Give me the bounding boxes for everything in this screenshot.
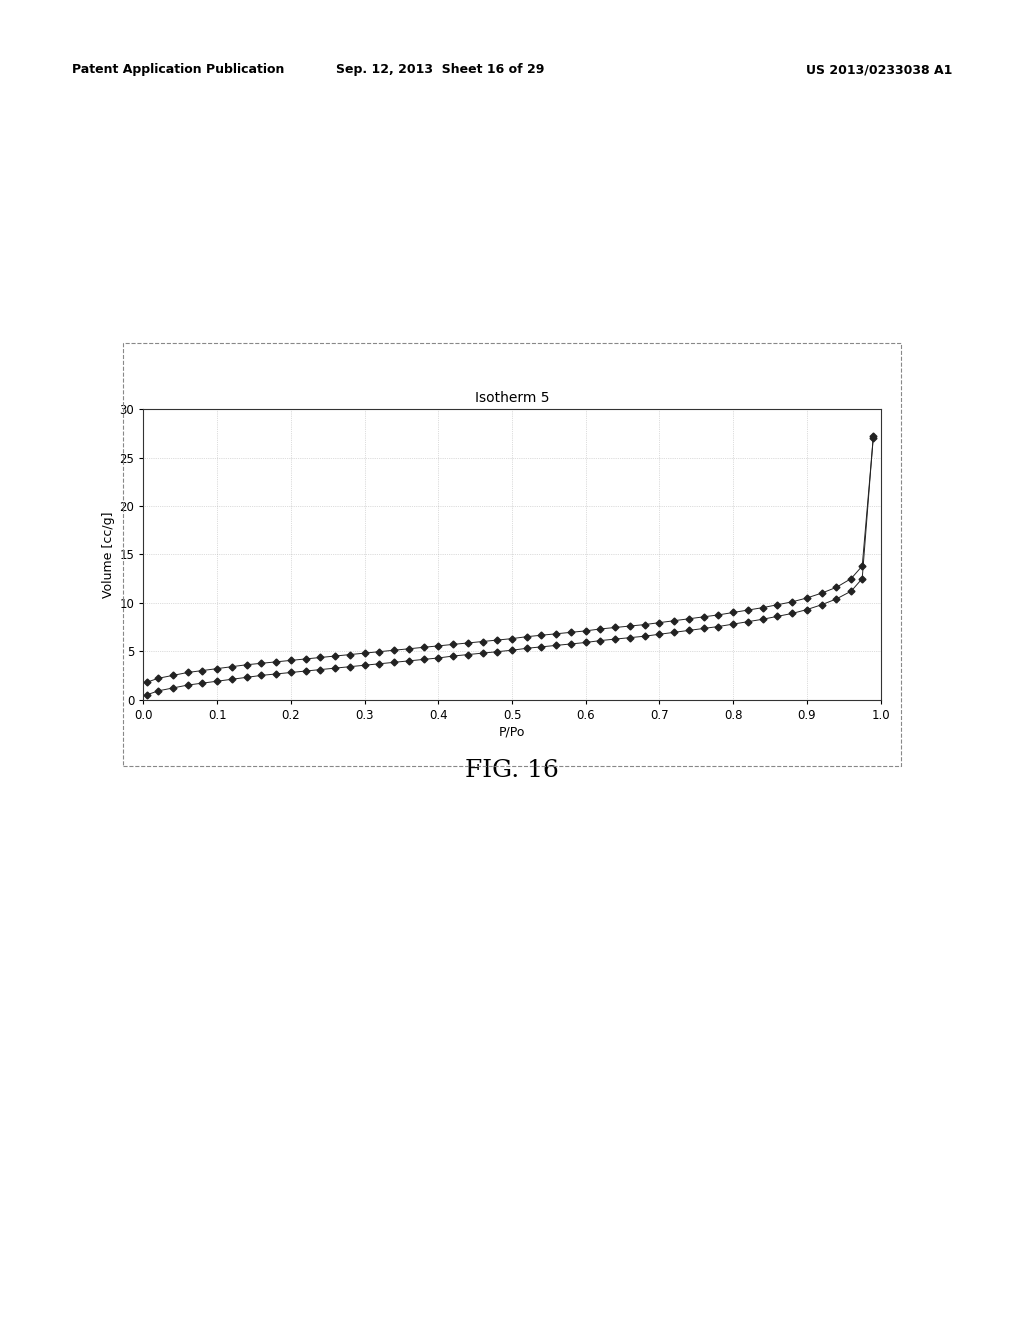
Text: Sep. 12, 2013  Sheet 16 of 29: Sep. 12, 2013 Sheet 16 of 29 (336, 63, 545, 77)
Title: Isotherm 5: Isotherm 5 (475, 391, 549, 405)
X-axis label: P/Po: P/Po (499, 726, 525, 739)
Text: Patent Application Publication: Patent Application Publication (72, 63, 284, 77)
Text: US 2013/0233038 A1: US 2013/0233038 A1 (806, 63, 952, 77)
Text: FIG. 16: FIG. 16 (465, 759, 559, 781)
Y-axis label: Volume [cc/g]: Volume [cc/g] (102, 511, 116, 598)
